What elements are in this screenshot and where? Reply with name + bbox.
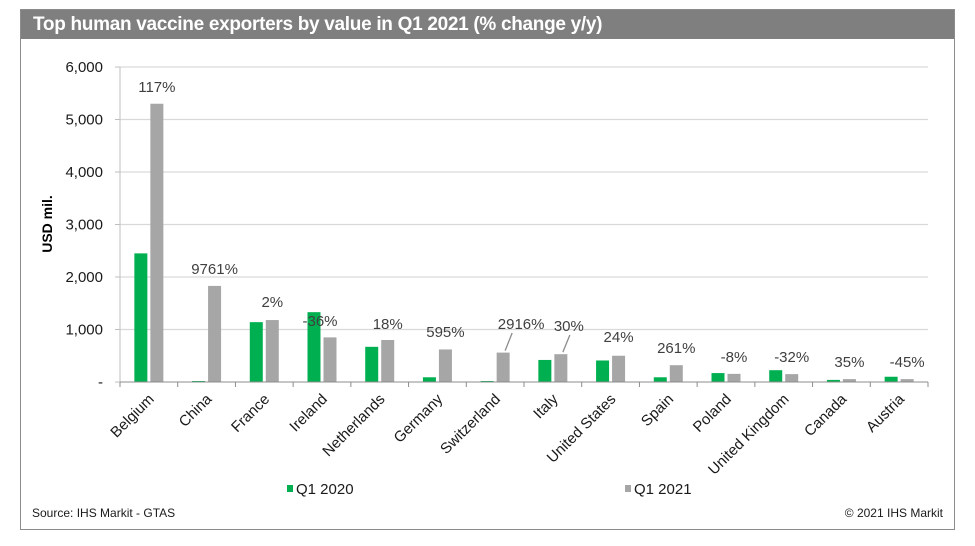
source-note: Source: IHS Markit - GTAS [32,506,176,520]
bar-q1-2020 [134,253,148,382]
x-tick-label: Belgium [107,391,157,441]
data-label: -8% [721,349,748,366]
data-label: 2% [261,294,283,311]
bar-q1-2020 [365,346,379,382]
leader-line [562,334,571,353]
legend-swatch [625,485,631,492]
bar-q1-2020 [307,312,321,382]
bar-q1-2020 [538,359,552,382]
bar-q1-2020 [653,377,667,382]
bar-q1-2020 [422,377,436,382]
data-label: 595% [426,324,464,341]
gridlines [120,66,928,331]
bar-q1-2021 [554,354,568,382]
y-tick-label: 3,000 [65,217,103,234]
bar-q1-2020 [769,370,783,382]
bar-q1-2020 [596,360,610,382]
bar-q1-2021 [785,374,799,382]
y-tick-label: 5,000 [65,112,103,129]
x-tick-label: China [176,390,216,430]
bar-q1-2021 [842,379,856,382]
x-tick-label: Spain [638,391,677,430]
legend-swatch [287,485,293,492]
y-tick-label: 1,000 [65,322,103,339]
bar-q1-2021 [727,373,741,382]
y-tick-label: 6,000 [65,59,103,76]
leader-line [504,332,513,351]
data-label: 30% [554,318,584,335]
y-tick-label: - [98,374,103,391]
data-label: 35% [834,354,864,371]
copyright-note: © 2021 IHS Markit [844,506,943,520]
data-labels: 117% 9761% 2% -36% 18% 595% 2916% 30% 24% 261% -8%… [138,79,924,371]
data-label: 24% [604,329,634,346]
y-tick-label: 2,000 [65,269,103,286]
x-tick-label: Ireland [286,391,330,435]
x-tick-label: Germany [391,390,447,446]
bar-q1-2020 [884,376,898,382]
x-tick-label: Switzerland [437,391,504,458]
y-tick-label: 4,000 [65,164,103,181]
y-axis: - 1,000 2,000 3,000 4,000 5,000 6,000 [65,59,121,391]
x-tick-label: Netherlands [319,391,388,460]
bar-q1-2021 [900,379,914,382]
x-tick-label: Austria [863,390,908,435]
bar-q1-2020 [249,322,263,382]
bar-q1-2021 [150,103,164,382]
data-label: 117% [138,79,175,96]
bar-q1-2020 [826,379,840,382]
chart-frame: Top human vaccine exporters by value in … [20,9,955,530]
bar-q1-2021 [669,365,683,382]
data-label: 9761% [191,261,238,278]
data-label: 18% [373,316,403,333]
bars [134,103,914,382]
x-tick-label: Italy [530,390,562,422]
bar-q1-2021 [208,285,222,382]
legend: Q1 2020 Q1 2021 [287,481,692,498]
data-label: -32% [774,349,809,366]
bar-q1-2021 [612,355,626,382]
x-tick-label: France [228,391,273,436]
x-tick-label: Canada [801,390,851,440]
chart-title: Top human vaccine exporters by value in … [21,10,954,39]
x-tick-label: Poland [690,391,735,436]
bar-q1-2021 [323,337,337,382]
bar-q1-2021 [381,340,395,382]
bar-q1-2020 [711,373,725,382]
y-axis-label: USD mil. [39,195,55,253]
bar-q1-2021 [265,320,279,382]
legend-label: Q1 2021 [634,481,692,498]
bar-q1-2021 [496,352,510,382]
data-label: -36% [302,313,337,330]
data-label: 2916% [498,316,545,333]
data-label: 261% [657,340,695,357]
legend-label: Q1 2020 [296,481,354,498]
bar-q1-2021 [438,349,452,382]
data-label: -45% [890,354,925,371]
